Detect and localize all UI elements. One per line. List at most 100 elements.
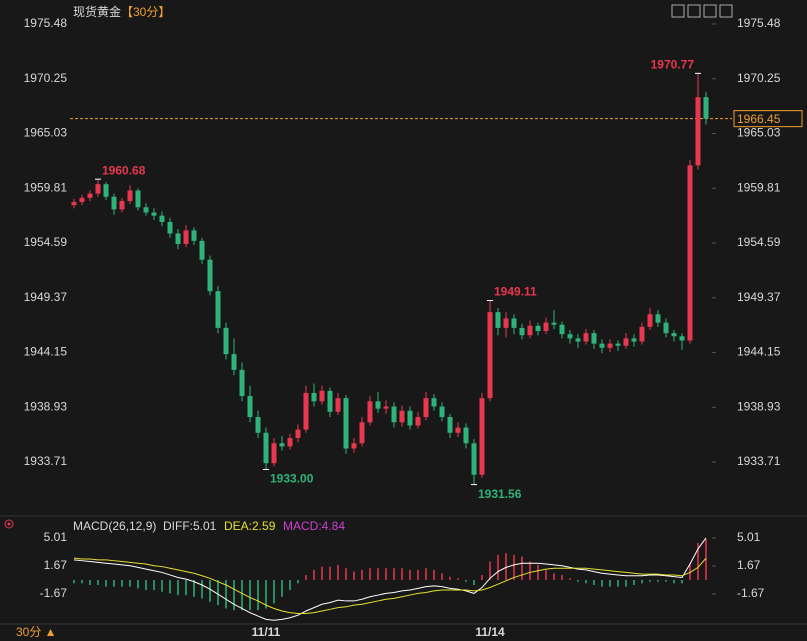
- y-tick-label-right: 1938.93: [737, 399, 781, 413]
- candle-body: [239, 369, 245, 397]
- candle-body: [543, 322, 549, 332]
- period-switch[interactable]: 30分 ▲: [16, 625, 57, 639]
- y-tick-label-right: 1944.15: [737, 345, 781, 359]
- candle-body: [279, 443, 285, 447]
- candle-body: [535, 325, 541, 332]
- macd-title: MACD(26,12,9): [73, 519, 156, 533]
- candle-body: [95, 184, 101, 194]
- candle-body: [487, 312, 493, 399]
- candle-body: [439, 406, 445, 418]
- candle-body: [383, 406, 389, 409]
- extreme-label: 1970.77: [651, 58, 695, 72]
- candle-body: [575, 338, 581, 342]
- candle-body: [455, 427, 461, 433]
- candle-body: [87, 193, 93, 198]
- tool-button[interactable]: [687, 4, 701, 18]
- diff-label: DIFF:5.01: [163, 519, 217, 533]
- candle-body: [191, 230, 197, 241]
- diff-line: [73, 537, 707, 621]
- candle-body: [591, 333, 597, 344]
- y-tick-label: 1965.03: [24, 126, 68, 140]
- candle-body: [207, 259, 213, 292]
- candle-body: [271, 443, 277, 464]
- candle-body: [599, 343, 605, 348]
- candle-body: [463, 427, 469, 444]
- candle-body: [559, 324, 565, 335]
- candle-body: [183, 230, 189, 244]
- candle-body: [607, 343, 613, 348]
- candle-body: [335, 398, 341, 412]
- y-tick-label-right: 1933.71: [737, 454, 781, 468]
- candle-body: [167, 221, 173, 234]
- extreme-label: 1931.56: [478, 487, 522, 501]
- candle-body: [495, 312, 501, 328]
- y-tick-label-right: 1954.59: [737, 235, 781, 249]
- candle-body: [223, 327, 229, 355]
- extreme-label: 1933.00: [270, 472, 314, 486]
- candle-body: [175, 233, 181, 244]
- candle-body: [623, 338, 629, 346]
- candle-body: [263, 432, 269, 464]
- x-tick-label: 11/11: [252, 625, 281, 639]
- candle-body: [647, 314, 653, 327]
- candle-body: [583, 333, 589, 342]
- indicator-icon[interactable]: [4, 519, 14, 529]
- candle-body: [359, 422, 365, 444]
- candle-body: [351, 443, 357, 449]
- candle-body: [215, 291, 221, 328]
- candle-body: [567, 334, 573, 339]
- candle-body: [695, 97, 701, 166]
- extreme-label: 1960.68: [102, 163, 146, 177]
- x-tick-label: 11/14: [475, 625, 505, 639]
- macd-tick-label-right: 1.67: [737, 558, 761, 572]
- candle-body: [687, 165, 693, 341]
- candle-body: [311, 392, 317, 402]
- candle-body: [655, 314, 661, 323]
- y-tick-label: 1949.37: [24, 290, 68, 304]
- macd-tick-label: -1.67: [40, 586, 68, 600]
- candle-body: [111, 196, 117, 210]
- candle-body: [471, 443, 477, 475]
- indicator-icon-dot: [7, 522, 11, 526]
- candle-body: [399, 410, 405, 423]
- toolbar: [671, 4, 733, 18]
- tool-button[interactable]: [703, 4, 717, 18]
- candle-body: [159, 215, 165, 222]
- macd-tick-label-right: -1.67: [737, 586, 765, 600]
- y-tick-label: 1975.48: [24, 16, 68, 30]
- macd-label: MACD:4.84: [283, 519, 345, 533]
- y-tick-label: 1944.15: [24, 345, 68, 359]
- candle-body: [127, 190, 133, 201]
- y-tick-label: 1970.25: [24, 71, 68, 85]
- candle-body: [327, 390, 333, 412]
- candle-body: [255, 417, 261, 433]
- y-tick-label-right: 1965.03: [737, 126, 781, 140]
- candle-body: [375, 401, 381, 409]
- candle-body: [247, 396, 253, 418]
- candle-body: [423, 398, 429, 418]
- y-tick-label: 1954.59: [24, 235, 68, 249]
- candle-body: [151, 212, 157, 216]
- candle-body: [79, 197, 85, 203]
- chart-title: 现货黄金: [73, 4, 121, 19]
- macd-tick-label: 5.01: [44, 530, 68, 544]
- candle-body: [287, 438, 293, 447]
- extreme-label: 1949.11: [494, 285, 537, 299]
- candle-body: [231, 354, 237, 370]
- candle-body: [671, 333, 677, 337]
- y-tick-label-right: 1975.48: [737, 16, 781, 30]
- candle-body: [431, 398, 437, 407]
- candle-body: [527, 325, 533, 336]
- last-price-label: 1966.45: [737, 112, 781, 126]
- y-tick-label-right: 1959.81: [737, 180, 781, 194]
- last-price-box: [733, 110, 803, 128]
- candle-body: [319, 390, 325, 402]
- tool-button[interactable]: [719, 4, 733, 18]
- y-tick-label: 1938.93: [24, 399, 68, 413]
- tool-button[interactable]: [671, 4, 685, 18]
- y-tick-label-right: 1970.25: [737, 71, 781, 85]
- candle-body: [343, 398, 349, 449]
- candle-body: [367, 401, 373, 423]
- candle-body: [679, 336, 685, 341]
